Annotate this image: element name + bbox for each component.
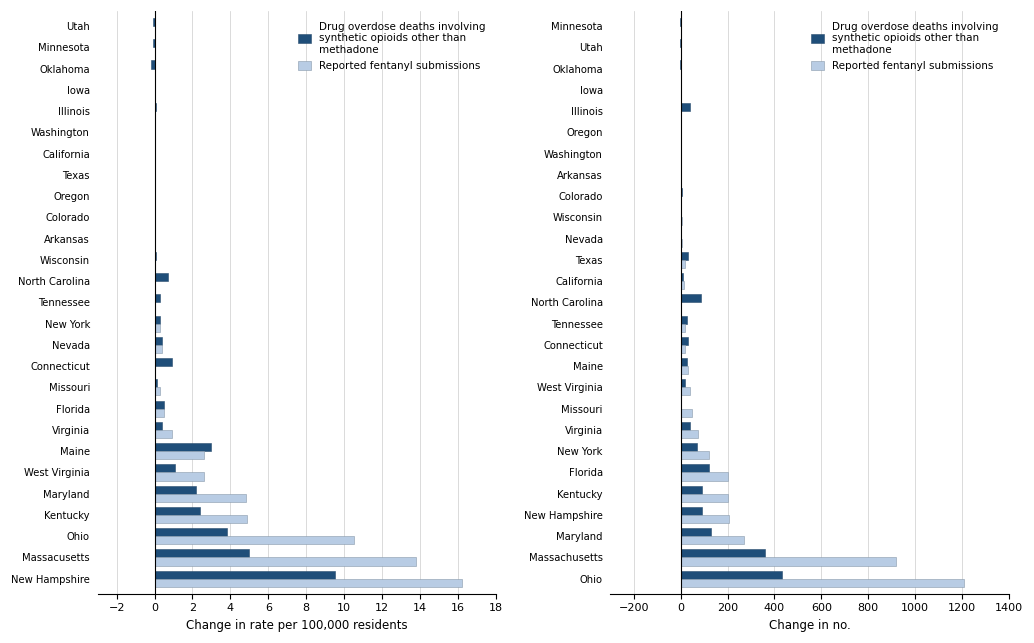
Bar — [154, 345, 162, 353]
Bar — [680, 281, 685, 289]
Bar — [680, 252, 688, 260]
Bar — [154, 528, 226, 536]
Bar — [154, 323, 160, 332]
Bar — [680, 451, 709, 459]
Bar — [151, 60, 154, 69]
Bar — [680, 494, 728, 502]
Bar — [680, 549, 765, 557]
Bar — [680, 579, 965, 587]
Bar — [680, 409, 693, 417]
Legend: Drug overdose deaths involving
synthetic opioids other than
methadone, Reported : Drug overdose deaths involving synthetic… — [805, 16, 1004, 77]
Bar — [154, 401, 164, 409]
Bar — [680, 464, 709, 473]
Bar — [154, 485, 196, 494]
Bar — [154, 473, 204, 480]
Bar — [680, 273, 683, 281]
X-axis label: Change in rate per 100,000 residents: Change in rate per 100,000 residents — [186, 619, 407, 632]
Bar — [154, 451, 204, 459]
Bar — [154, 570, 335, 579]
Bar — [680, 485, 702, 494]
Bar — [680, 422, 690, 430]
Bar — [154, 358, 172, 366]
Bar — [680, 515, 729, 523]
Bar — [680, 430, 698, 438]
Bar — [680, 536, 744, 544]
Bar — [680, 217, 681, 226]
Bar — [154, 103, 156, 111]
Bar — [154, 252, 156, 260]
Bar — [154, 294, 160, 302]
Legend: Drug overdose deaths involving
synthetic opioids other than
methadone, Reported : Drug overdose deaths involving synthetic… — [293, 16, 491, 77]
X-axis label: Change in no.: Change in no. — [768, 619, 851, 632]
Bar — [680, 528, 711, 536]
Bar — [154, 337, 162, 345]
Bar — [154, 549, 249, 557]
Bar — [154, 443, 211, 451]
Bar — [680, 507, 702, 515]
Bar — [154, 273, 168, 281]
Bar — [680, 473, 728, 480]
Bar — [680, 188, 681, 196]
Bar — [154, 409, 164, 417]
Bar — [680, 337, 688, 345]
Bar — [154, 557, 417, 566]
Bar — [680, 323, 686, 332]
Bar — [680, 316, 687, 323]
Bar — [153, 18, 154, 26]
Bar — [680, 345, 686, 353]
Bar — [153, 39, 154, 47]
Bar — [154, 422, 162, 430]
Bar — [680, 443, 697, 451]
Bar — [680, 366, 688, 374]
Bar — [680, 379, 686, 387]
Bar — [680, 557, 896, 566]
Bar — [680, 103, 690, 111]
Bar — [154, 536, 354, 544]
Bar — [154, 507, 200, 515]
Bar — [154, 464, 176, 473]
Bar — [680, 260, 686, 268]
Bar — [154, 579, 462, 587]
Bar — [680, 294, 701, 302]
Bar — [680, 387, 690, 395]
Bar — [679, 18, 680, 26]
Bar — [154, 430, 172, 438]
Bar — [154, 494, 246, 502]
Bar — [154, 515, 247, 523]
Bar — [680, 570, 782, 579]
Bar — [680, 239, 681, 247]
Bar — [154, 379, 157, 387]
Bar — [680, 358, 687, 366]
Bar — [154, 387, 160, 395]
Bar — [154, 316, 160, 323]
